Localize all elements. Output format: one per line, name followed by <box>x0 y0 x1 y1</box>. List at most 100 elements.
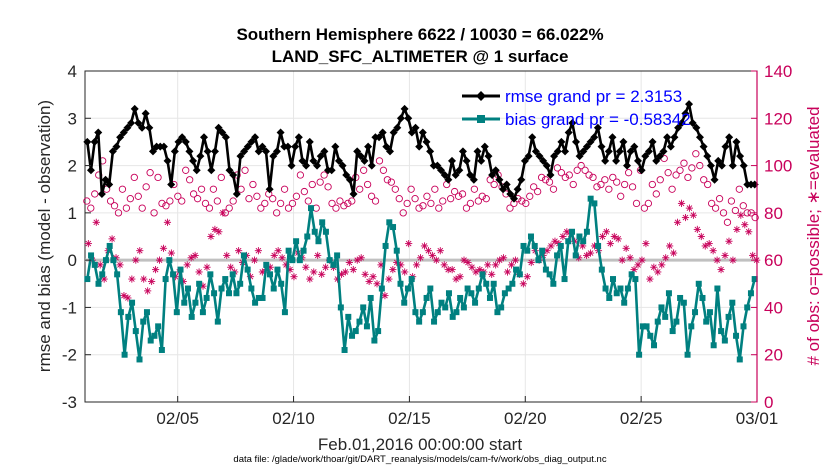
bias-point <box>617 285 624 292</box>
footnote: data file: /glade/work/thoar/git/DART_re… <box>233 454 606 465</box>
rmse-point <box>535 152 544 161</box>
rmse-point <box>728 161 737 170</box>
rmse-point <box>356 152 365 161</box>
rmse-point <box>473 147 482 156</box>
bias-point <box>475 285 482 292</box>
possible-obs-point <box>245 195 253 203</box>
rmse-point <box>499 185 508 194</box>
bias-point <box>688 323 695 330</box>
bias-point <box>363 323 370 330</box>
rmse-point <box>447 156 456 165</box>
evaluated-obs-point <box>733 225 741 234</box>
possible-obs-point <box>138 204 146 212</box>
bias-point <box>278 280 285 287</box>
possible-obs-point <box>723 218 732 226</box>
bias-point <box>289 257 296 264</box>
possible-obs-point <box>193 195 202 203</box>
rmse-point <box>225 166 234 175</box>
rmse-point <box>127 119 136 128</box>
bias-point <box>177 266 184 273</box>
bias-point <box>207 271 214 278</box>
evaluated-obs-point <box>488 270 496 278</box>
rmse-point <box>90 137 99 146</box>
bias-point <box>598 266 605 273</box>
bias-point <box>263 261 270 268</box>
rmse-point <box>116 133 125 142</box>
bias-point <box>129 299 136 306</box>
evaluated-obs-point <box>507 261 516 269</box>
possible-obs-point <box>126 195 135 203</box>
bias-point <box>326 257 333 264</box>
possible-obs-point <box>668 185 676 193</box>
possible-obs-point <box>166 197 174 205</box>
possible-obs-point <box>201 199 210 208</box>
rmse-point <box>685 100 694 109</box>
possible-obs-point <box>296 171 305 179</box>
rmse-point <box>568 119 577 128</box>
rmse-point <box>294 133 303 142</box>
evaluated-obs-point <box>420 242 429 250</box>
rmse-point <box>97 189 106 198</box>
rmse-point <box>575 152 584 161</box>
evaluated-obs-point <box>274 247 282 255</box>
legend: rmse grand pr = 2.3153 bias grand pr = -… <box>462 87 691 129</box>
bias-point <box>222 276 229 283</box>
possible-obs-point <box>506 204 514 212</box>
bias-point <box>628 271 635 278</box>
rmse-point <box>196 152 205 161</box>
possible-obs-point <box>530 183 538 191</box>
bias-point <box>572 252 579 259</box>
rmse-point <box>491 166 500 175</box>
rmse-point <box>163 156 172 165</box>
possible-obs-point <box>613 178 621 186</box>
possible-obs-point <box>273 209 281 217</box>
rmse-point <box>407 128 416 137</box>
bias-point <box>244 266 251 273</box>
bias-point <box>643 323 650 330</box>
bias-point <box>606 294 613 301</box>
evaluated-obs-point <box>472 268 480 276</box>
evaluated-obs-point <box>622 244 630 252</box>
evaluated-obs-point <box>132 256 140 264</box>
possible-obs-point <box>692 150 700 158</box>
series-layer <box>83 100 761 363</box>
rmse-point <box>353 147 362 156</box>
bias-point <box>561 276 568 283</box>
bias-point <box>464 285 471 292</box>
rmse-point <box>108 147 117 156</box>
bias-point <box>240 252 247 259</box>
evaluated-obs-point <box>650 263 658 271</box>
possible-obs-point <box>470 185 479 193</box>
rmse-point <box>426 147 435 156</box>
evaluated-obs-point <box>642 239 650 248</box>
evaluated-obs-point <box>492 261 500 269</box>
possible-obs-point <box>522 199 530 208</box>
y-right-tick-label: 100 <box>764 157 792 176</box>
possible-obs-point <box>110 202 119 210</box>
bias-point <box>214 318 221 325</box>
rmse-point <box>601 156 610 165</box>
bias-point <box>293 238 300 245</box>
bias-point <box>505 285 512 292</box>
rmse-point <box>703 152 712 161</box>
evaluated-obs-point <box>697 232 705 241</box>
bias-point <box>445 290 452 297</box>
bias-point <box>117 309 124 316</box>
rmse-point <box>210 147 219 156</box>
possible-obs-point <box>573 166 581 174</box>
evaluated-obs-point <box>361 270 369 278</box>
bias-point <box>99 271 106 278</box>
rmse-point <box>495 175 504 184</box>
rmse-point <box>451 171 460 180</box>
evaluated-obs-point <box>689 211 697 219</box>
rmse-point <box>167 180 176 189</box>
bias-point <box>397 280 404 287</box>
evaluated-obs-point <box>136 247 144 255</box>
evaluated-obs-point <box>144 287 152 295</box>
evaluated-obs-point <box>456 273 464 281</box>
axes-layer: 02/05 02/10 02/15 02/20 02/25 03/01 4 3 2 1 0 -1 -2 -… <box>62 62 793 428</box>
possible-obs-point <box>450 187 459 196</box>
bias-point <box>319 219 326 226</box>
rmse-point <box>364 142 373 151</box>
rmse-point <box>411 123 420 132</box>
